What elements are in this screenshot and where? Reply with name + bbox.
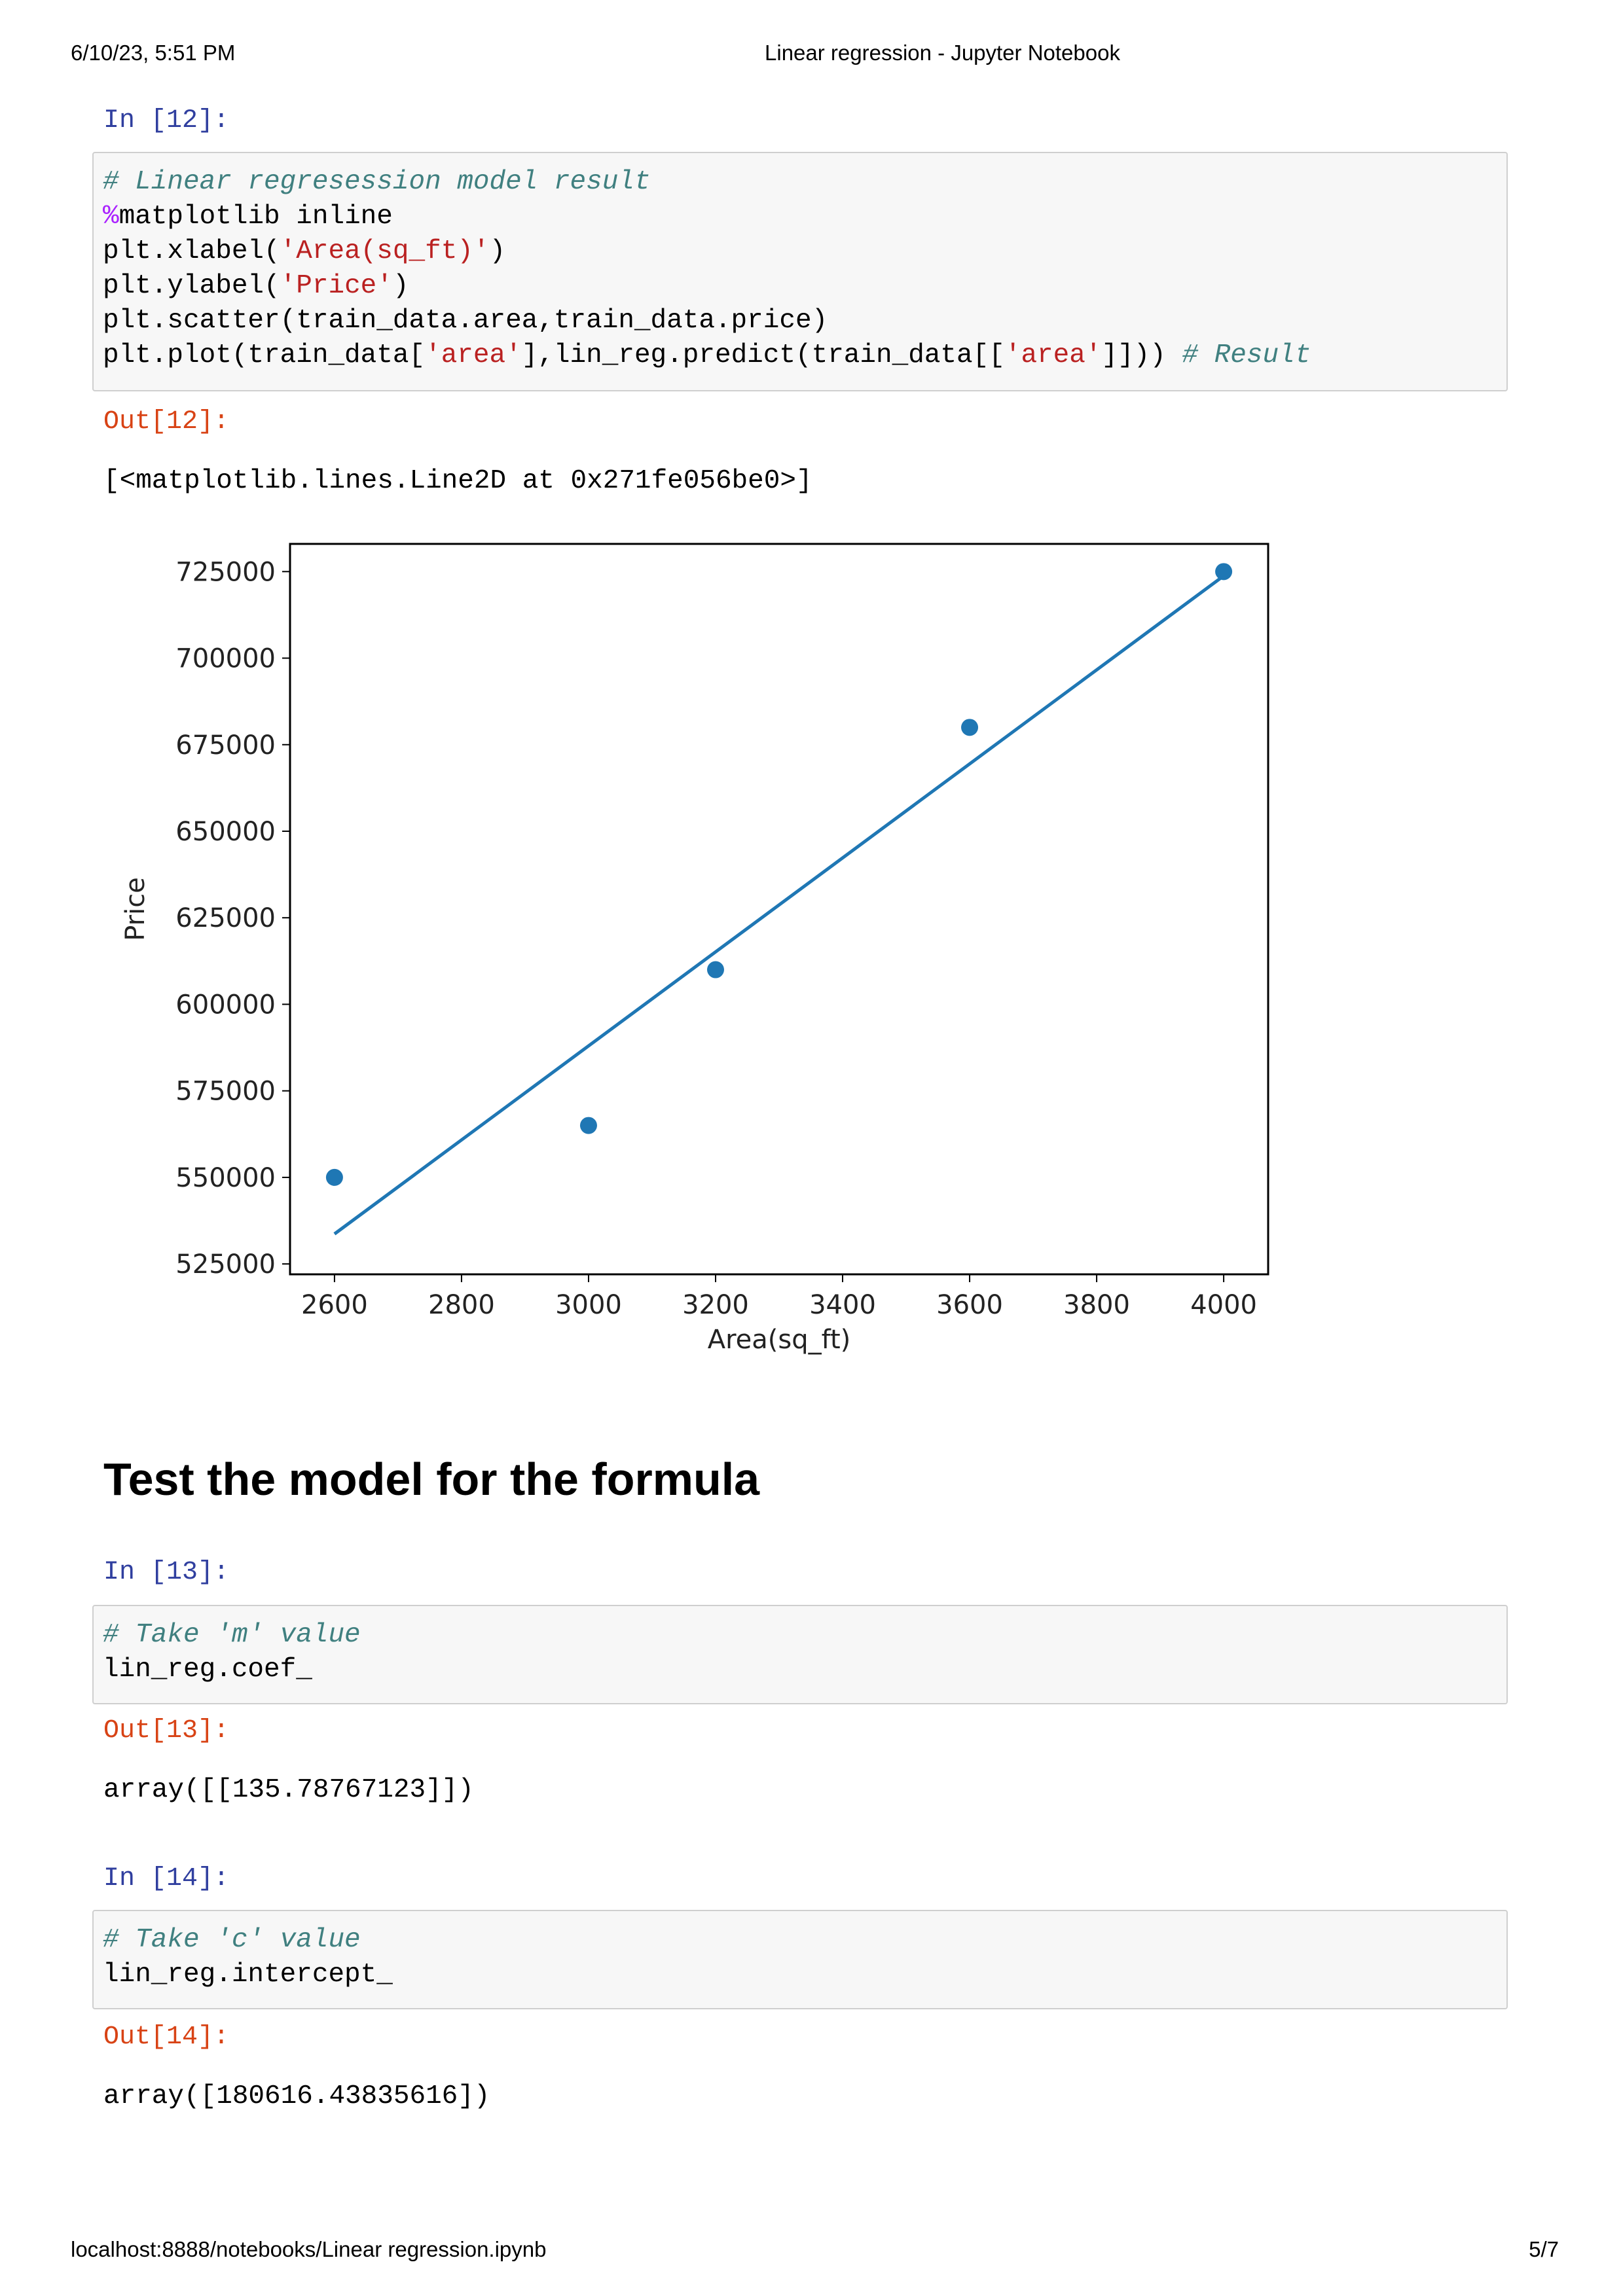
- print-url: localhost:8888/notebooks/Linear regressi…: [71, 2237, 547, 2261]
- scatter-point: [961, 719, 979, 736]
- y-tick-label: 575000: [175, 1077, 276, 1107]
- code-line: %matplotlib inline: [103, 202, 393, 232]
- y-tick-label: 625000: [175, 903, 276, 933]
- page-number: 5/7: [1529, 2237, 1559, 2261]
- print-datetime: 6/10/23, 5:51 PM: [71, 41, 236, 65]
- x-tick-label: 4000: [1190, 1290, 1257, 1320]
- code-cell-14[interactable]: # Take 'c' value lin_reg.intercept_: [92, 1910, 1508, 2009]
- code-line: # Take 'm' value: [103, 1620, 361, 1650]
- output-text-14: array([180616.43835616]): [103, 2081, 490, 2111]
- output-text-13: array([[135.78767123]]): [103, 1775, 474, 1805]
- code-line: # Take 'c' value: [103, 1925, 361, 1955]
- code-line: lin_reg.intercept_: [103, 1960, 393, 1990]
- x-tick-label: 3000: [555, 1290, 622, 1320]
- in-prompt-14: In [14]:: [103, 1864, 230, 1893]
- in-prompt-12: In [12]:: [103, 106, 230, 135]
- output-text-12: [<matplotlib.lines.Line2D at 0x271fe056b…: [103, 466, 812, 496]
- section-heading: Test the model for the formula: [103, 1454, 760, 1505]
- y-tick-label: 650000: [175, 817, 276, 847]
- plot-frame: [289, 543, 1269, 1276]
- x-tick-label: 2600: [301, 1290, 368, 1320]
- code-line: plt.xlabel('Area(sq_ft)'): [103, 236, 506, 266]
- y-tick-label: 700000: [175, 644, 276, 674]
- code-cell-13[interactable]: # Take 'm' value lin_reg.coef_: [92, 1605, 1508, 1704]
- y-axis-label: Price: [120, 877, 151, 941]
- out-prompt-13: Out[13]:: [103, 1716, 230, 1746]
- y-tick-label: 725000: [175, 557, 276, 587]
- x-tick-label: 3800: [1063, 1290, 1130, 1320]
- x-tick-label: 2800: [428, 1290, 495, 1320]
- code-line: plt.scatter(train_data.area,train_data.p…: [103, 306, 828, 336]
- out-prompt-12: Out[12]:: [103, 407, 230, 437]
- code-line: lin_reg.coef_: [103, 1655, 312, 1685]
- scatter-point: [706, 961, 724, 978]
- print-title: Linear regression - Jupyter Notebook: [765, 41, 1120, 65]
- code-line: plt.ylabel('Price'): [103, 271, 409, 301]
- y-tick-label: 600000: [175, 990, 276, 1020]
- x-axis-label: Area(sq_ft): [708, 1325, 851, 1355]
- in-prompt-13: In [13]:: [103, 1558, 230, 1587]
- x-tick-label: 3200: [682, 1290, 749, 1320]
- y-tick-label: 550000: [175, 1163, 276, 1193]
- scatter-point: [325, 1168, 343, 1186]
- x-tick-label: 3400: [809, 1290, 876, 1320]
- code-line: plt.plot(train_data['area'],lin_reg.pred…: [103, 340, 1311, 370]
- x-tick-label: 3600: [936, 1290, 1003, 1320]
- code-line: # Linear regresession model result: [103, 167, 651, 197]
- scatter-chart: 2600 2800 3000 3200 3400 3600 3800 4000 525000 55…: [120, 543, 1269, 1355]
- regression-line: [333, 574, 1225, 1236]
- y-tick-label: 675000: [175, 730, 276, 761]
- out-prompt-14: Out[14]:: [103, 2022, 230, 2052]
- scatter-point: [579, 1117, 597, 1134]
- code-cell-12[interactable]: # Linear regresession model result %matp…: [92, 152, 1508, 391]
- y-tick-label: 525000: [175, 1249, 276, 1280]
- scatter-point: [1215, 563, 1233, 581]
